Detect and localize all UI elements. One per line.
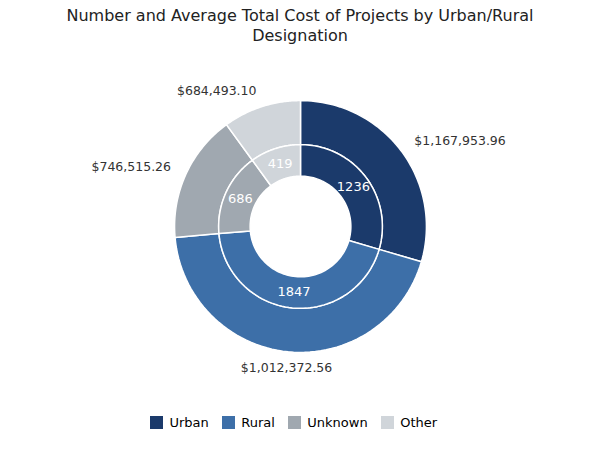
svg-text:$1,167,953.961167953.96: $1,167,953.961167953.96 — [414, 133, 505, 148]
svg-text:$684,493.10684493.1: $684,493.10684493.1 — [177, 83, 257, 98]
html-text:Rural: Rural — [241, 415, 275, 430]
html-text:Number and Average Total Cost: Number and Average Total Cost of Project… — [66, 6, 534, 45]
html-text:Urban: Urban — [169, 415, 209, 430]
svg-text:1236: 1236 — [337, 179, 370, 194]
html-text:Unknown: Unknown — [307, 415, 368, 430]
html-text:Other: Other — [400, 415, 438, 430]
svg-text:$746,515.26746515.26: $746,515.26746515.26 — [91, 159, 171, 174]
svg-text:419: 419 — [268, 156, 293, 171]
svg-text:1847: 1847 — [277, 284, 310, 299]
svg-text:$1,012,372.561012372.56: $1,012,372.561012372.56 — [241, 360, 332, 375]
svg-text:686: 686 — [228, 191, 253, 206]
